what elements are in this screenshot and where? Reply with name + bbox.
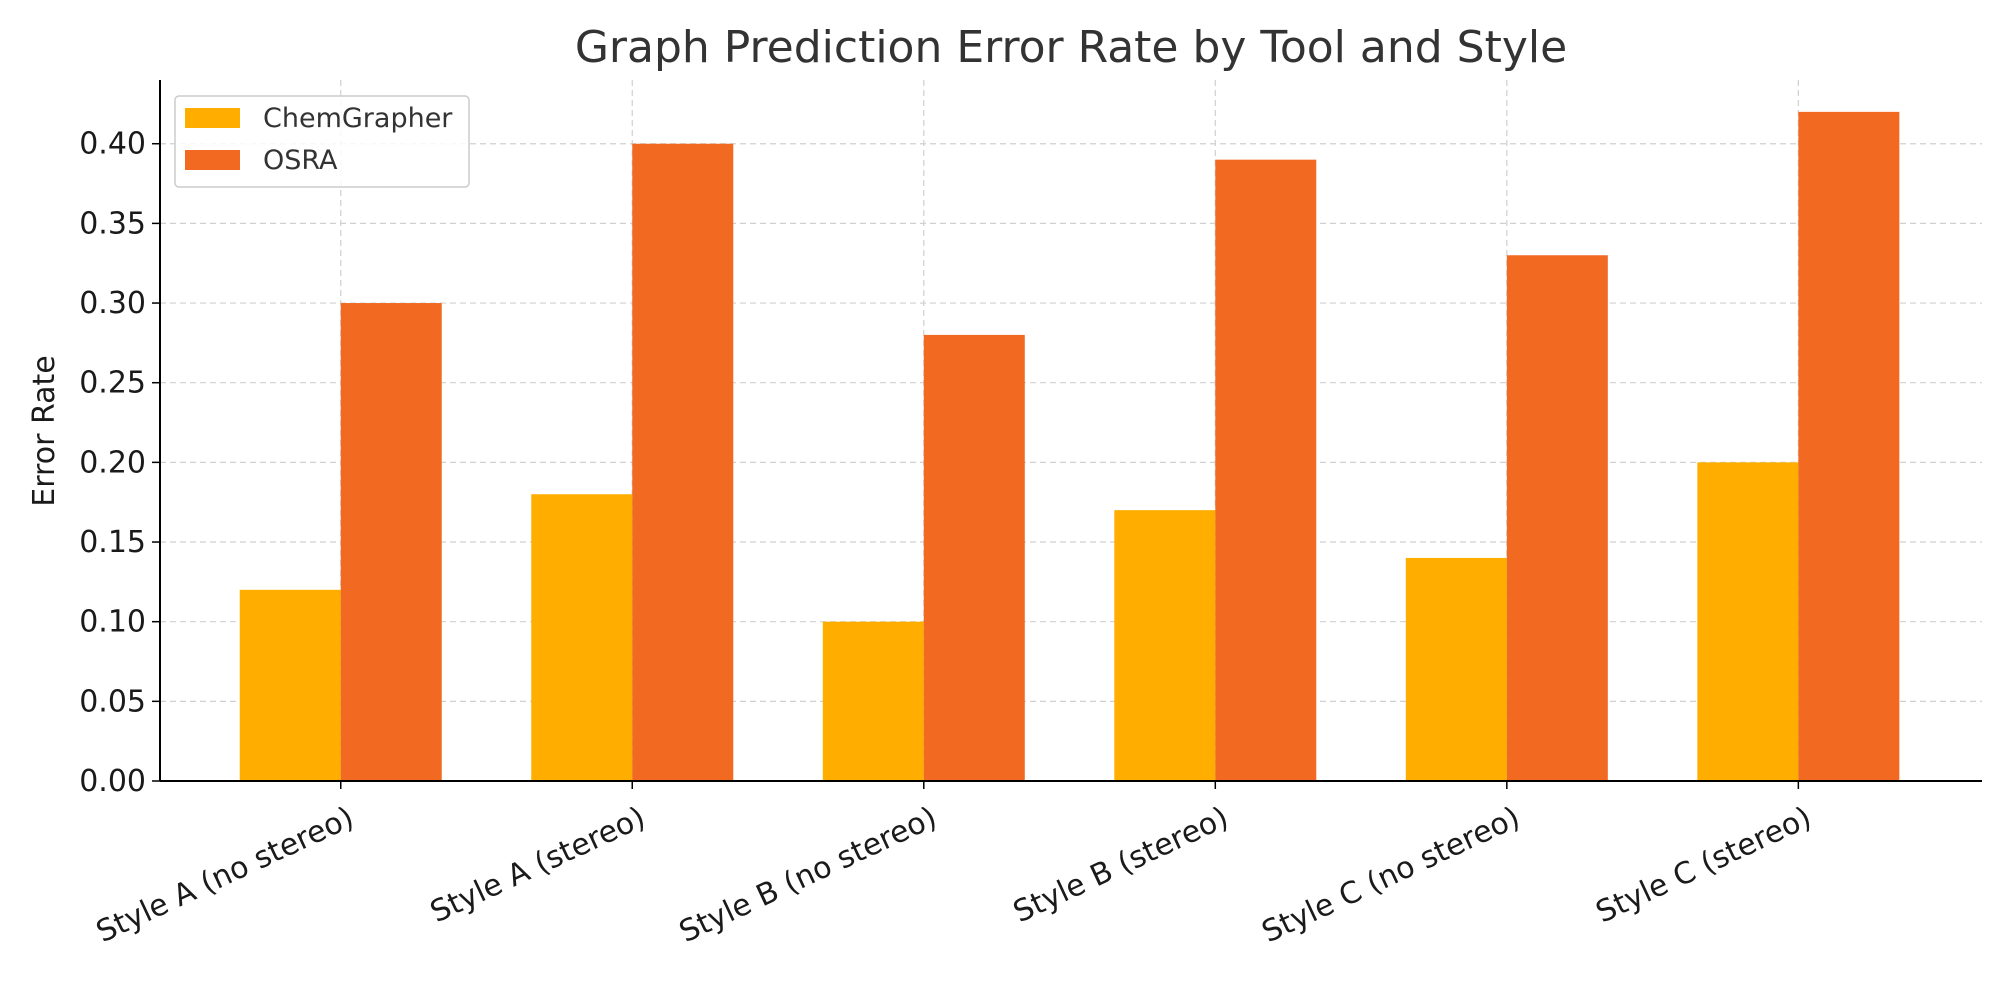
bar-chemgrapher-2	[531, 494, 633, 781]
x-tick-label: Style C (no stereo)	[1257, 800, 1526, 950]
y-tick-label: 0.30	[79, 286, 146, 321]
y-tick-label: 0.20	[79, 445, 146, 480]
legend: ChemGrapher OSRA	[174, 95, 470, 188]
x-tick-label: Style C (stereo)	[1591, 800, 1817, 930]
x-tick-label: Style B (stereo)	[1008, 800, 1234, 930]
bar-chemgrapher-5	[1405, 557, 1507, 781]
bar-osra-1	[340, 303, 442, 781]
bar-osra-3	[923, 334, 1025, 781]
bar-chemgrapher-4	[1114, 510, 1216, 781]
legend-swatch-osra	[185, 150, 240, 170]
legend-swatch-chemgrapher	[185, 108, 240, 128]
y-tick-label: 0.25	[79, 366, 146, 401]
legend-label-osra: OSRA	[263, 145, 338, 176]
bar-chemgrapher-3	[822, 621, 924, 781]
bar-osra-5	[1506, 255, 1608, 781]
legend-label-chemgrapher: ChemGrapher	[263, 103, 453, 134]
x-tick-label: Style A (stereo)	[425, 800, 651, 930]
bar-osra-6	[1798, 111, 1900, 781]
y-tick-label: 0.40	[79, 127, 146, 162]
x-tick-label: Style A (no stereo)	[91, 800, 359, 950]
x-ticks: Style A (no stereo) Style A (stereo) Style…	[91, 781, 1817, 950]
y-axis-label: Error Rate	[27, 355, 62, 506]
x-tick-label: Style B (no stereo)	[674, 800, 942, 950]
y-tick-label: 0.10	[79, 605, 146, 640]
y-ticks: 0.00 0.05 0.10 0.15 0.20 0.25 0.30 0.35 0.40	[79, 127, 160, 799]
bar-chemgrapher-1	[239, 589, 341, 781]
legend-box	[174, 95, 470, 188]
bar-chemgrapher-6	[1697, 462, 1799, 781]
bar-osra-4	[1215, 159, 1317, 782]
legend-items: ChemGrapher OSRA	[185, 103, 453, 176]
axes-layer	[159, 80, 1982, 782]
chart-title: Graph Prediction Error Rate by Tool and …	[575, 22, 1567, 73]
y-tick-label: 0.35	[79, 206, 146, 241]
y-tick-label: 0.15	[79, 525, 146, 560]
bar-osra-2	[632, 143, 734, 781]
y-tick-label: 0.05	[79, 684, 146, 719]
y-tick-label: 0.00	[79, 764, 146, 799]
bars-layer	[239, 111, 1900, 782]
